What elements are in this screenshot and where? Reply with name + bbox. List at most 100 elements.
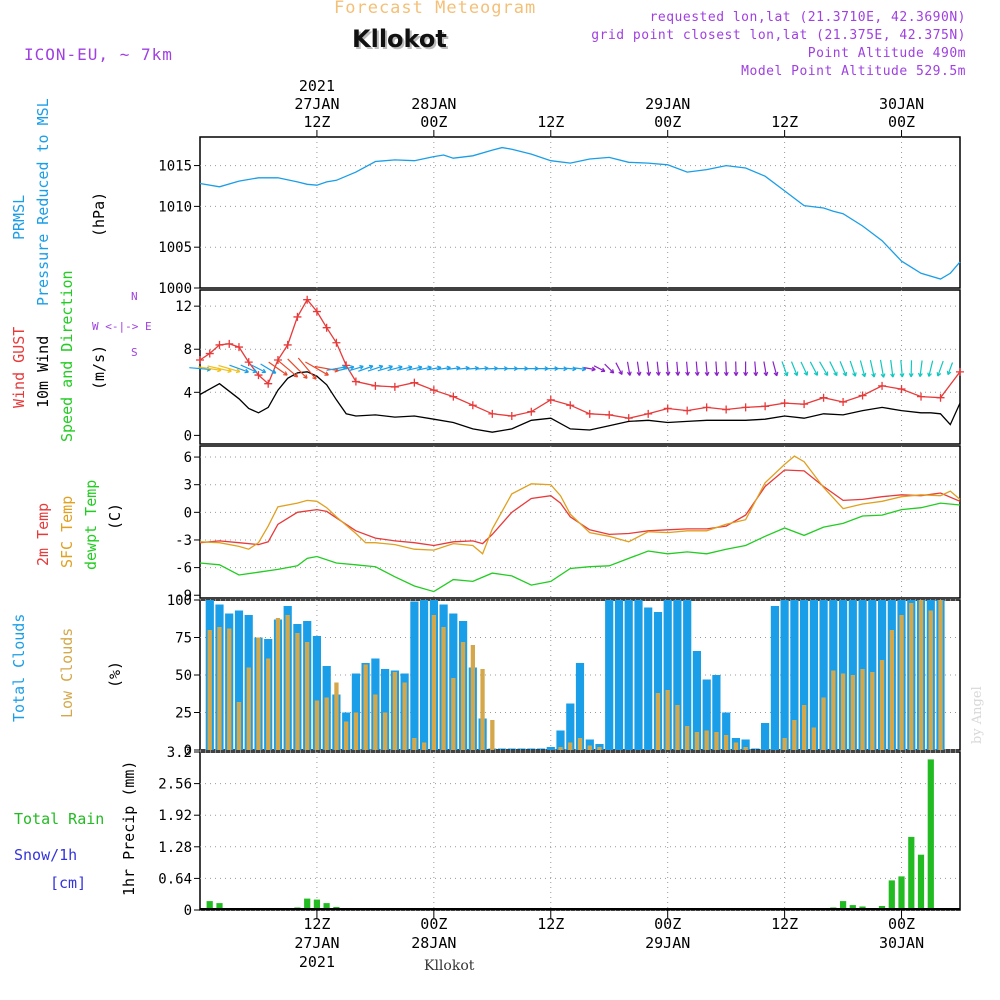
gust-marker <box>527 407 536 416</box>
snow-label: Snow/1h <box>14 846 78 864</box>
y-tick-label: 1000 <box>158 281 192 297</box>
low-cloud-bar <box>899 615 904 750</box>
gust-marker <box>488 409 497 418</box>
wind-arrow <box>927 360 934 377</box>
total-cloud-bar <box>351 673 360 750</box>
bottom-time-label: 12Z <box>303 915 330 933</box>
wind-arrow <box>268 361 288 376</box>
low-cloud-bar <box>879 660 885 750</box>
panel-frame-temperature <box>199 445 961 599</box>
wind-arrow <box>287 358 308 379</box>
top-time-label: 12Z <box>771 113 798 131</box>
low-cloud-bar <box>314 700 320 750</box>
y-tick-label: 75 <box>175 631 192 647</box>
low-cloud-bar <box>704 730 709 750</box>
low-cloud-bar <box>675 705 680 750</box>
gust-marker <box>722 405 731 414</box>
gust-marker <box>468 401 477 410</box>
y-tick-label: 0 <box>184 903 192 919</box>
low-cloud-bar <box>305 642 310 750</box>
gust-marker <box>956 367 964 376</box>
low-cloud-bar <box>821 697 826 750</box>
total-cloud-bar <box>653 612 663 750</box>
wind-arrow <box>849 360 857 377</box>
low-cloud-bar <box>490 720 495 750</box>
total-cloud-bar <box>683 600 692 750</box>
y-tick-label: 12 <box>175 299 192 315</box>
wind-arrow <box>809 361 819 376</box>
y-tick-label: 25 <box>175 706 192 722</box>
low-cloud-bar <box>831 670 836 750</box>
gust-marker <box>244 358 253 367</box>
total-cloud-bar <box>800 600 809 750</box>
gust-marker <box>215 340 224 349</box>
total-cloud-bar <box>614 600 624 750</box>
low-cloud-bar <box>431 615 436 750</box>
bottom-date-label: 27JAN <box>294 934 339 952</box>
total-cloud-bar <box>663 600 672 750</box>
footer-place: Kllokot <box>424 958 475 974</box>
low-cloud-bar <box>597 747 602 750</box>
wind-arrow <box>879 359 886 378</box>
bottom-date-label: 30JAN <box>879 934 924 952</box>
rain-bar <box>927 759 934 910</box>
gust-marker <box>351 377 360 386</box>
wind-arrow <box>781 361 789 377</box>
wind-arrow <box>486 366 499 371</box>
bottom-date-label: 28JAN <box>411 934 456 952</box>
low-cloud-bar <box>743 747 748 750</box>
wind-arrow <box>305 361 329 376</box>
low-cloud-bar <box>724 735 729 750</box>
wind-arrow <box>946 362 954 376</box>
low-cloud-bar <box>441 627 446 750</box>
low-cloud-bar <box>470 645 475 750</box>
series-10m-wind <box>199 371 961 433</box>
total-cloud-bar <box>605 600 614 750</box>
y-tick-label: -9 <box>175 588 192 604</box>
gust-marker <box>585 409 594 418</box>
gust-marker <box>293 312 302 321</box>
low-cloud-bar <box>451 678 456 750</box>
total-cloud-bar <box>556 730 565 750</box>
wind-arrow <box>229 364 249 374</box>
model-altitude: Model Point Altitude 529.5m <box>741 64 966 79</box>
gust-marker <box>819 393 828 402</box>
rain-bar <box>304 898 311 910</box>
low-cloud-bar <box>402 682 407 750</box>
model-label: ICON-EU, ~ 7km <box>24 45 173 64</box>
low-cloud-bar <box>324 697 329 750</box>
gust-marker <box>273 356 282 364</box>
low-cloud-bar <box>685 726 690 750</box>
low-cloud-bar <box>246 667 251 750</box>
wind-arrow <box>348 365 364 372</box>
wind-arrow <box>936 360 944 377</box>
total-cloud-bar <box>702 679 711 750</box>
low-cloud-bar <box>811 727 816 750</box>
panel-frame-pressure <box>199 136 961 289</box>
wind-arrow <box>655 361 661 376</box>
total-cloud-bar <box>809 600 818 750</box>
wind-arrow <box>753 361 759 377</box>
total-cloud-bar <box>712 675 721 750</box>
gust-marker <box>663 404 672 413</box>
y-tick-label: 3.2 <box>167 745 192 761</box>
top-date-label: 28JAN <box>411 95 456 113</box>
wind-arrow <box>869 359 876 378</box>
low-cloud-bar <box>782 738 787 750</box>
wind-arrow <box>260 363 277 374</box>
low-cloud-bar <box>383 712 388 750</box>
wind-arrow <box>367 364 384 372</box>
gust-marker <box>800 400 809 409</box>
wind-arrow <box>839 361 848 377</box>
top-time-label: 00Z <box>888 113 915 131</box>
y-tick-label: 1.28 <box>158 840 192 856</box>
total-cloud-bar <box>790 600 799 750</box>
low-cloud-bar <box>266 658 271 750</box>
gust-marker <box>683 406 692 415</box>
wind-arrow <box>358 364 374 372</box>
total-cloud-bar <box>566 703 575 750</box>
total-cloud-bar <box>673 600 682 750</box>
total-cloud-bar <box>644 607 653 750</box>
low-cloud-bar <box>227 628 232 750</box>
